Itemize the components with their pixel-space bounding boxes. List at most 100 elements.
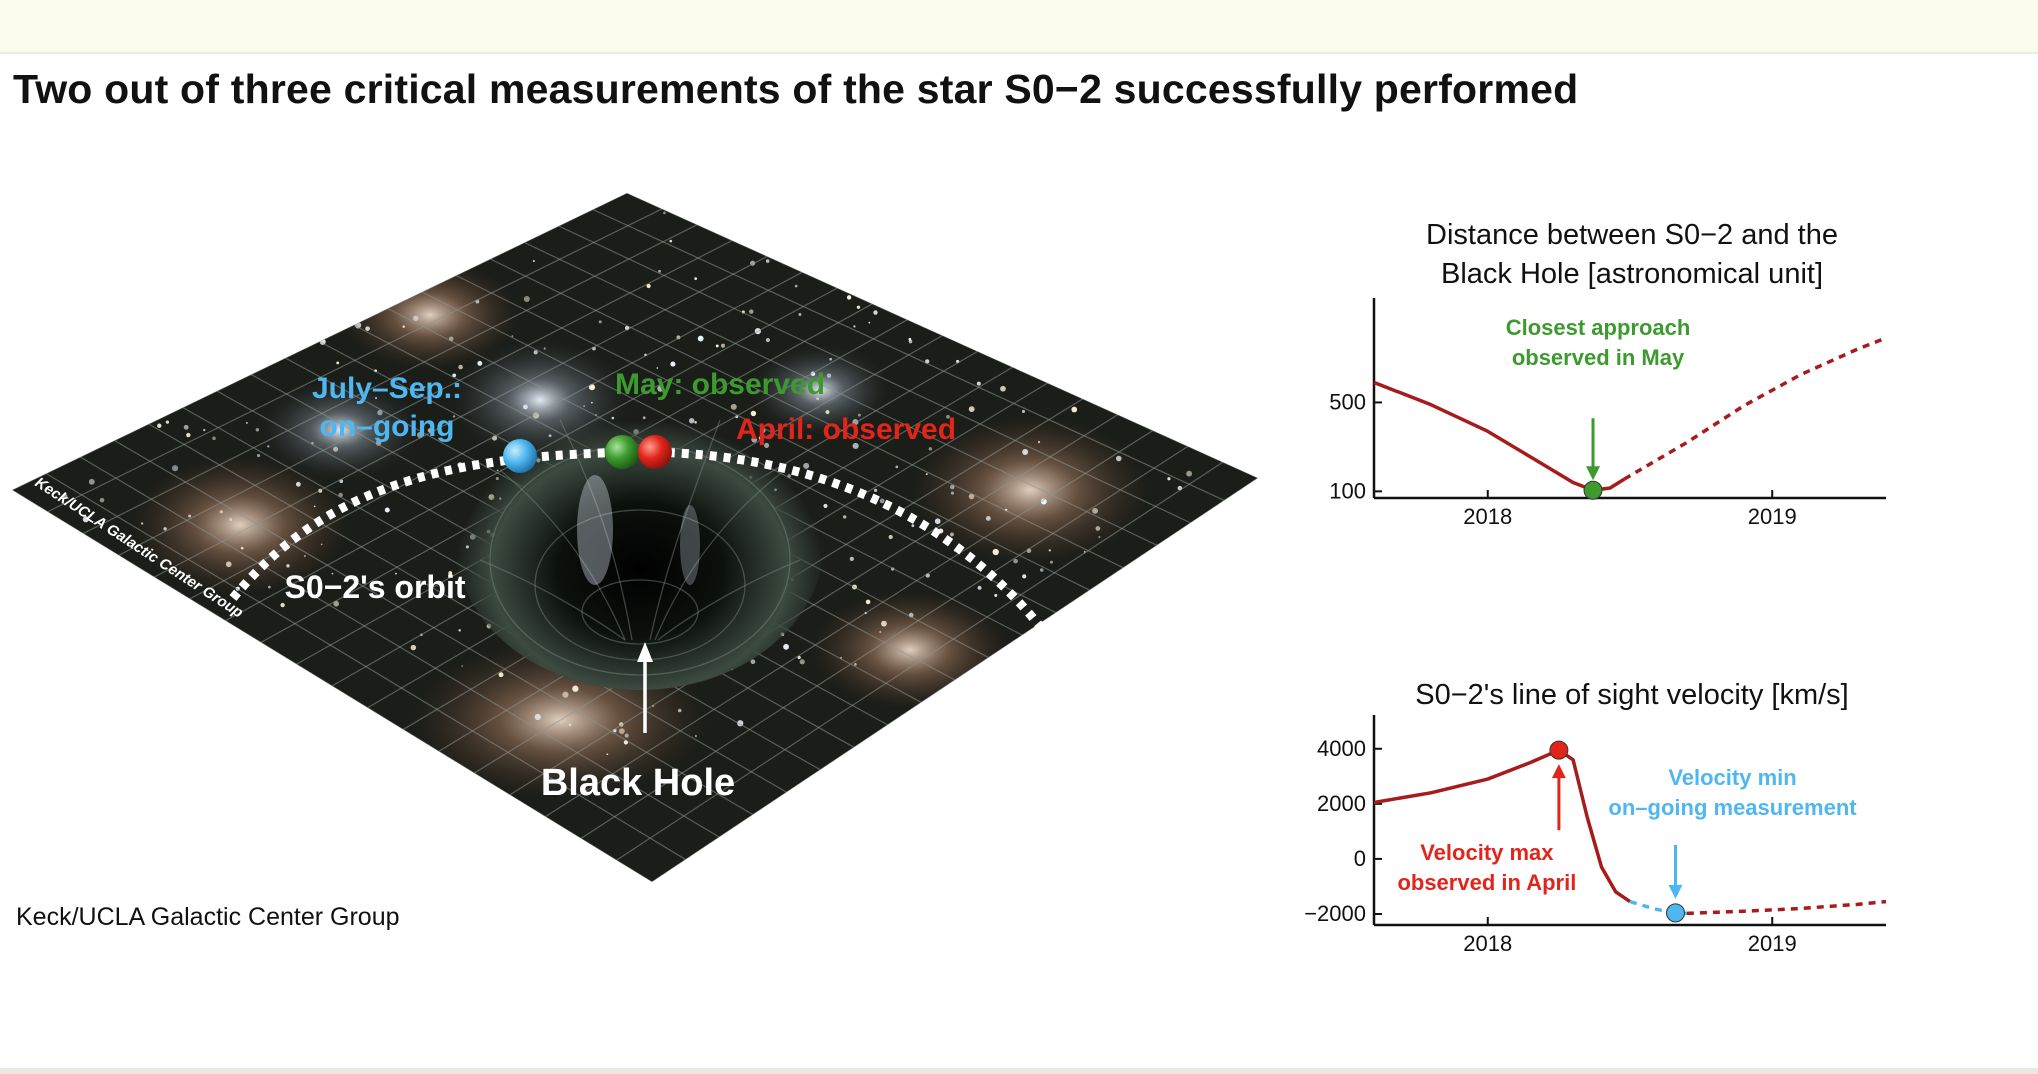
- data-marker-1: [1666, 903, 1686, 923]
- star: [925, 473, 928, 476]
- star: [598, 320, 602, 324]
- star: [523, 295, 530, 302]
- star: [879, 630, 882, 634]
- distance-chart-title-line2: Black Hole [astronomical unit]: [1441, 258, 1823, 290]
- y-tick-label: 4000: [1317, 736, 1366, 761]
- distance-chart-title-line1: Distance between S0−2 and the: [1426, 219, 1838, 251]
- grid-line: [616, 461, 1224, 861]
- star: [658, 269, 661, 273]
- star: [141, 522, 144, 525]
- star: [879, 498, 885, 504]
- star: [1049, 560, 1054, 564]
- label-april: April: observed: [736, 413, 956, 446]
- star: [849, 556, 855, 562]
- star: [377, 409, 383, 416]
- velocity-max-arrowhead: [1551, 764, 1566, 779]
- y-tick-label: 0: [1354, 846, 1366, 871]
- star: [825, 410, 830, 414]
- star: [750, 410, 757, 417]
- star: [908, 337, 912, 341]
- velocity-chart-title: S0−2's line of sight velocity [km/s]: [1332, 676, 1932, 715]
- star: [532, 259, 535, 262]
- star: [968, 406, 975, 413]
- star: [823, 503, 828, 508]
- star: [976, 381, 981, 386]
- star: [402, 583, 405, 586]
- label-black-hole: Black Hole: [541, 762, 735, 804]
- star: [803, 462, 810, 469]
- star: [286, 564, 290, 568]
- star: [697, 335, 704, 342]
- star: [1071, 406, 1078, 413]
- star: [656, 367, 659, 369]
- grid-line: [80, 456, 720, 838]
- star: [1000, 385, 1006, 392]
- star: [624, 733, 629, 738]
- star: [82, 516, 89, 523]
- star: [911, 524, 915, 528]
- x-tick-label: 2019: [1748, 504, 1797, 529]
- star: [320, 543, 323, 546]
- star: [448, 571, 453, 575]
- star: [1098, 535, 1101, 539]
- star: [694, 277, 698, 281]
- star: [1040, 498, 1047, 505]
- star: [992, 548, 999, 556]
- star: [402, 325, 405, 328]
- closest-approach-label-line1: Closest approach: [1506, 315, 1691, 340]
- star: [171, 465, 179, 472]
- star: [826, 373, 832, 378]
- bottom-bar: [0, 1068, 2038, 1074]
- star: [977, 585, 982, 590]
- star: [384, 507, 390, 513]
- velocity-min-label-line2: on–going measurement: [1608, 795, 1857, 820]
- grid-line: [580, 445, 1189, 839]
- star: [543, 347, 546, 350]
- y-tick-label: 100: [1329, 478, 1366, 503]
- star: [1013, 558, 1018, 564]
- star: [798, 313, 802, 316]
- star: [720, 343, 726, 348]
- star: [657, 385, 664, 392]
- data-marker-0: [1583, 480, 1603, 500]
- star: [246, 422, 248, 424]
- star: [888, 534, 893, 540]
- star: [229, 517, 233, 521]
- star: [797, 655, 801, 660]
- star: [452, 373, 457, 378]
- star: [1186, 470, 1193, 477]
- star: [946, 414, 950, 419]
- star: [715, 344, 719, 348]
- star: [203, 428, 206, 432]
- star: [1095, 526, 1101, 531]
- star: [865, 599, 871, 605]
- closest-approach-arrowhead: [1586, 466, 1601, 481]
- star: [868, 321, 871, 324]
- orbit-illustration: Keck/UCLA Galactic Center Group July–Sep…: [12, 193, 1258, 882]
- star: [881, 620, 887, 627]
- star: [336, 361, 340, 365]
- star: [562, 691, 569, 698]
- star: [295, 481, 301, 487]
- star: [225, 561, 232, 568]
- star: [452, 415, 456, 418]
- star: [949, 532, 954, 537]
- star: [1037, 440, 1041, 444]
- star: [423, 386, 426, 388]
- star: [413, 315, 419, 321]
- credit-text: Keck/UCLA Galactic Center Group: [16, 903, 400, 931]
- star: [895, 465, 899, 469]
- star: [268, 585, 271, 589]
- star: [533, 350, 538, 355]
- x-tick-label: 2018: [1463, 931, 1512, 956]
- star: [183, 424, 189, 430]
- star: [511, 335, 514, 338]
- velocity-min-label-line1: Velocity min: [1668, 765, 1796, 790]
- star: [572, 685, 579, 692]
- star: [827, 434, 830, 437]
- velocity-max-label-line1: Velocity max: [1420, 840, 1554, 865]
- label-orbit: S0−2's orbit: [284, 569, 465, 605]
- velocity-chart-title-line1: S0−2's line of sight velocity [km/s]: [1415, 679, 1849, 711]
- star: [852, 442, 859, 450]
- star: [799, 659, 805, 665]
